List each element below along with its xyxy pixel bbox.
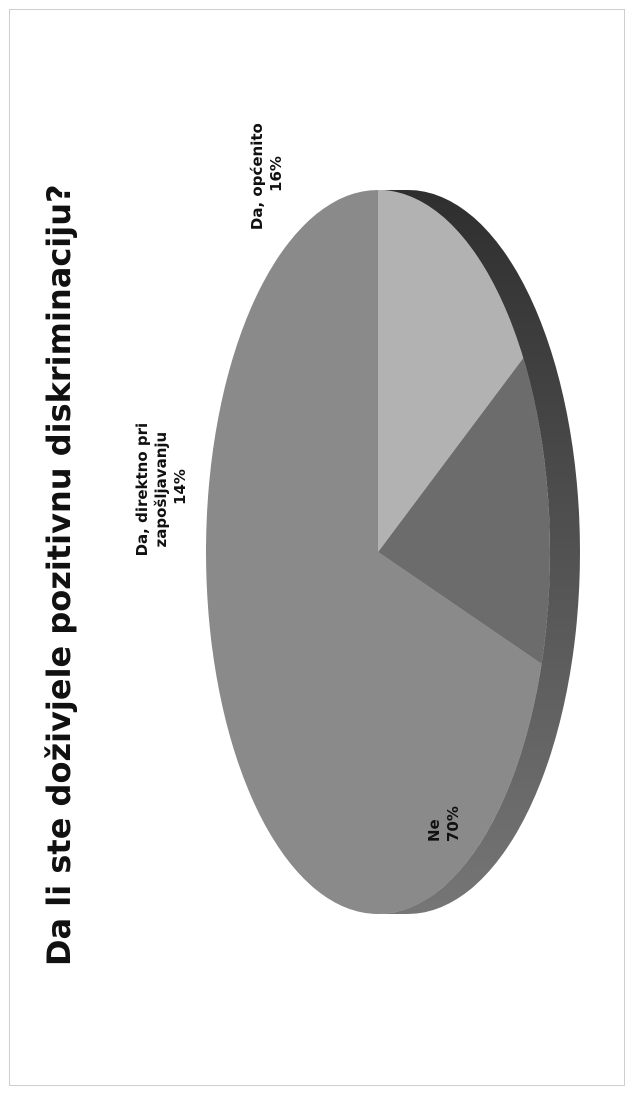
pie-side-group — [378, 190, 580, 914]
data-label-direktno-line2: zapošljavanju — [152, 432, 170, 548]
data-label-direktno-text: Da, direktno pri zapošljavanju 14% — [133, 418, 189, 557]
data-label-ne-name: Ne — [425, 819, 443, 842]
chart-title: Da li ste doživjele pozitivnu diskrimina… — [40, 184, 78, 966]
pie-slice-direktno — [378, 358, 550, 664]
data-label-opcenito: Da, općenito 16% — [248, 118, 285, 230]
data-label-opcenito-value: 16% — [267, 156, 285, 192]
data-label-ne: Ne 70% — [425, 806, 462, 842]
data-label-opcenito-text: Da, općenito 16% — [248, 118, 285, 230]
data-label-direktno: Da, direktno pri zapošljavanju 14% — [133, 418, 189, 557]
data-label-ne-text: Ne 70% — [425, 806, 462, 842]
pie-slice-opcenito — [378, 190, 524, 552]
data-label-direktno-line1: Da, direktno pri — [133, 423, 151, 557]
data-label-ne-value: 70% — [444, 806, 462, 842]
data-label-opcenito-name: Da, općenito — [248, 123, 266, 230]
data-label-direktno-value: 14% — [171, 469, 189, 505]
pie-slice-ne — [205, 189, 542, 915]
pie-side — [378, 190, 580, 914]
data-labels: Ne 70% Da, direktno pri zapošljavanju 14… — [133, 118, 462, 842]
pie-slices — [205, 189, 550, 915]
